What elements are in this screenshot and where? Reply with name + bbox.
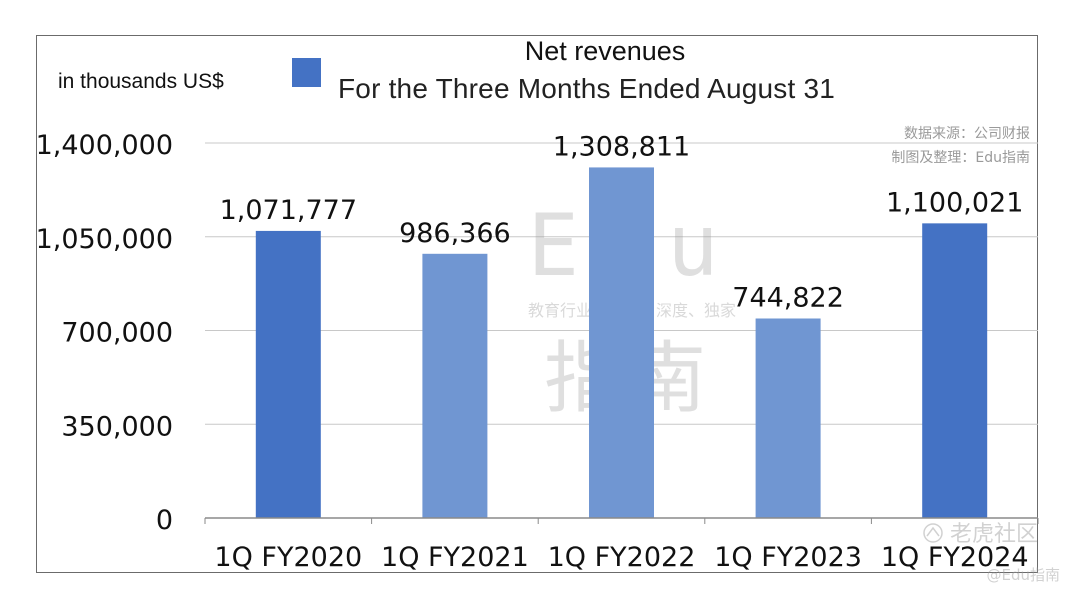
legend-swatch: [292, 58, 321, 87]
x-tick-label: 1Q FY2024: [881, 542, 1029, 573]
bar-value-label: 1,071,777: [220, 195, 357, 226]
source-note: 数据来源：公司财报 制图及整理：Edu指南: [891, 122, 1030, 170]
bar: [589, 167, 654, 518]
bars: [255, 167, 988, 519]
unit-label: in thousands US$: [58, 70, 224, 93]
bar: [422, 253, 488, 519]
bar-value-label: 1,308,811: [553, 131, 690, 162]
corner-watermark: 老虎社区 @Edu指南: [923, 522, 1060, 584]
x-tick-label: 1Q FY2023: [714, 542, 862, 573]
y-tick-label: 1,400,000: [36, 130, 173, 161]
x-tick-label: 1Q FY2020: [214, 542, 362, 573]
bar-value-label: 1,100,021: [886, 187, 1023, 218]
source-line-2: 制图及整理：Edu指南: [891, 150, 1030, 166]
y-tick-label: 700,000: [61, 318, 173, 349]
chart-frame: [36, 35, 1038, 573]
chart-title: Net revenues: [524, 36, 686, 66]
x-axis-ticks: 1Q FY2020 1Q FY2021 1Q FY2022 1Q FY2023 1Q F…: [204, 518, 1039, 573]
y-axis-ticks: 0 350,000 700,000 1,050,000 1,400,000: [36, 130, 173, 536]
bar-value-label: 744,822: [732, 282, 844, 313]
bar: [922, 223, 988, 519]
x-tick-label: 1Q FY2022: [548, 542, 696, 573]
bar: [255, 230, 321, 518]
y-tick-label: 1,050,000: [36, 224, 173, 255]
x-tick-label: 1Q FY2021: [381, 542, 529, 573]
value-labels: 1,071,777 986,366 1,308,811 744,822 1,100,02…: [220, 131, 1024, 313]
corner-logo-text: 老虎社区: [950, 522, 1038, 547]
y-tick-label: 0: [156, 505, 173, 536]
bar-value-label: 986,366: [399, 218, 511, 249]
y-tick-label: 350,000: [61, 411, 173, 442]
bar: [755, 318, 821, 518]
tiger-logo-icon: [923, 523, 943, 543]
corner-handle-text: @Edu指南: [986, 566, 1060, 584]
chart-subtitle: For the Three Months Ended August 31: [338, 73, 835, 104]
source-line-1: 数据来源：公司财报: [904, 126, 1030, 142]
